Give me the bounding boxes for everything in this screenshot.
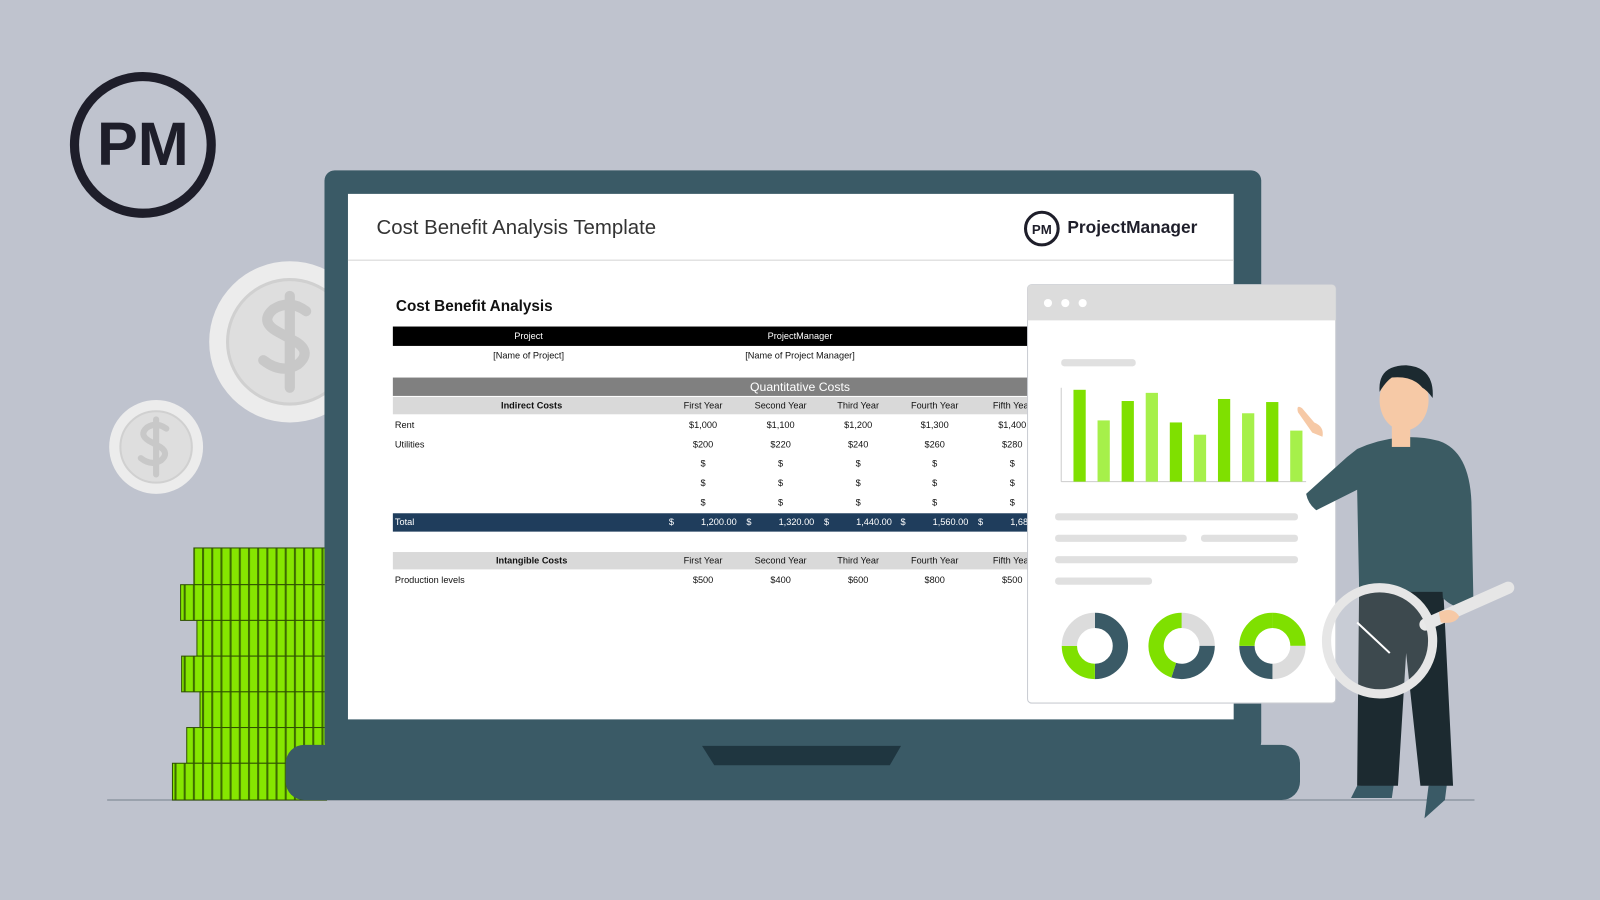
logo-text: PM (97, 110, 189, 178)
cell: $ (1010, 478, 1015, 488)
cell: $1,400 (998, 420, 1026, 430)
cell: $1,100 (767, 420, 795, 430)
decor-donut-segment (1181, 612, 1215, 647)
cell: $1,000 (689, 420, 717, 430)
total-currency: $ (824, 517, 829, 527)
row-label: Utilities (395, 439, 425, 449)
decor-donut-segment (1061, 645, 1096, 680)
decor-bar (1145, 392, 1158, 482)
cell: $ (701, 497, 706, 507)
column-header: First Year (684, 556, 723, 566)
brand-mark: PM (1032, 222, 1052, 237)
row-label: Production levels (395, 575, 465, 585)
brand-logo (1023, 210, 1060, 247)
column-header: Fifth Year (993, 401, 1032, 411)
cell: $240 (848, 439, 868, 449)
cell: $ (778, 497, 783, 507)
cell: $ (856, 459, 861, 469)
column-header: Third Year (837, 401, 879, 411)
info-header: Project (514, 331, 543, 341)
total-label: Total (395, 517, 414, 527)
cell: $200 (693, 439, 713, 449)
decor-donut-segment (1271, 612, 1306, 647)
cell: $ (1010, 497, 1015, 507)
cell: $ (932, 497, 937, 507)
decor-donut-segment (1239, 645, 1274, 680)
cell: $ (701, 459, 706, 469)
total-amount: 1,560.00 (933, 517, 969, 527)
cell: $280 (1002, 439, 1022, 449)
cell: $ (778, 478, 783, 488)
decor-donut-segment (1271, 645, 1306, 680)
decor-bar (1169, 422, 1183, 482)
column-header: Second Year (755, 556, 807, 566)
cell: $ (856, 497, 861, 507)
total-currency: $ (978, 517, 983, 527)
column-header: Indirect Costs (501, 401, 562, 411)
cell: $800 (924, 575, 944, 585)
column-header: Third Year (837, 556, 879, 566)
cell: $600 (848, 575, 868, 585)
total-row (392, 513, 1234, 532)
decor-donut-segment (1171, 645, 1215, 680)
sheet-title: Cost Benefit Analysis (396, 298, 553, 315)
total-currency: $ (746, 517, 751, 527)
brand-name: ProjectManager (1067, 217, 1197, 237)
total-amount: 1,440.00 (856, 517, 892, 527)
cell: $220 (770, 439, 790, 449)
decor-bar (1193, 434, 1207, 482)
decor-bar (1290, 430, 1303, 482)
info-value: [Name of Project] (493, 351, 564, 361)
total-amount: 1,200.00 (701, 517, 737, 527)
column-header: Fourth Year (911, 556, 958, 566)
logo: PM (69, 71, 216, 218)
section-bar (392, 377, 1234, 396)
cell: $ (856, 478, 861, 488)
cell: $260 (924, 439, 944, 449)
column-header: Intangible Costs (496, 556, 567, 566)
table-header-row (392, 552, 1234, 570)
page-title: Cost Benefit Analysis Template (377, 217, 657, 239)
cell: $ (932, 459, 937, 469)
cell: $ (932, 478, 937, 488)
cell: $1,200 (844, 420, 872, 430)
decor-bar (1242, 413, 1255, 482)
cell: $ (1010, 459, 1015, 469)
cell: $ (701, 478, 706, 488)
info-header: ProjectManager (768, 331, 833, 341)
decor-donut-segment (1239, 612, 1274, 647)
decor-donut-segment (1061, 612, 1096, 647)
decor-bar (1097, 420, 1110, 482)
decor-donut-segment (1148, 612, 1183, 678)
decor-bar (1121, 401, 1134, 482)
column-header: First Year (684, 401, 723, 411)
column-header: Fourth Year (911, 401, 958, 411)
screen: Cost Benefit Analysis Template PM Projec… (377, 210, 1234, 585)
decor-donut-segment (1094, 612, 1129, 680)
info-value: [Name of Project Manager] (745, 351, 855, 361)
dashboard-card (1027, 284, 1337, 704)
cell: $500 (1002, 575, 1022, 585)
column-header: Second Year (755, 401, 807, 411)
total-currency: $ (901, 517, 906, 527)
cell: $1,300 (921, 420, 949, 430)
section-title: Quantitative Costs (750, 380, 850, 394)
coin-stack (171, 547, 328, 801)
decor-bar (1217, 398, 1231, 482)
column-header: Fifth Year (993, 556, 1032, 566)
cell: $ (778, 459, 783, 469)
cell: $400 (770, 575, 790, 585)
total-currency: $ (669, 517, 674, 527)
total-amount: 1,320.00 (779, 517, 815, 527)
decor-bar (1266, 402, 1279, 482)
person (1297, 365, 1515, 819)
info-header-row (392, 326, 1234, 346)
row-label: Rent (395, 420, 415, 430)
decor-bar (1073, 389, 1086, 482)
cell: $500 (693, 575, 713, 585)
table-header-row (392, 396, 1234, 415)
